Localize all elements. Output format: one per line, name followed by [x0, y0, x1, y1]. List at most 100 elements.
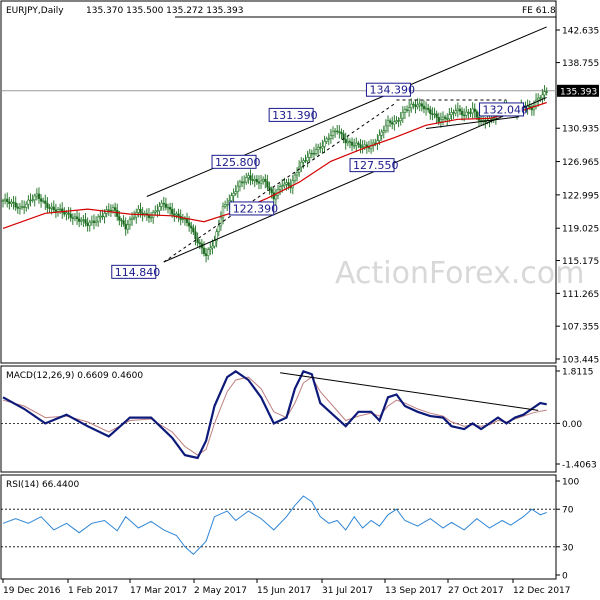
candle-body: [166, 206, 170, 209]
candle-body: [50, 206, 53, 209]
candle-body: [35, 193, 39, 197]
rsi-tick-label: 0: [562, 572, 568, 582]
candle-body: [446, 118, 449, 120]
candle-body: [458, 108, 462, 112]
candle-body: [94, 220, 98, 223]
level-box: [211, 154, 257, 169]
candle-body: [69, 213, 72, 218]
ohlc-header: 135.370 135.500 135.272 135.393: [86, 6, 243, 16]
candle-body: [308, 152, 311, 158]
candle-body: [88, 221, 91, 227]
candle-body: [469, 112, 472, 114]
price-tick-label: 119.025: [562, 225, 599, 235]
price-tick-label: 115.175: [562, 257, 599, 267]
candle-body: [359, 144, 362, 148]
candle-body: [450, 112, 453, 116]
candle-body: [160, 202, 163, 207]
candle-body: [393, 121, 396, 125]
candle-body: [101, 215, 104, 218]
candle-body: [295, 172, 299, 176]
x-tick-label: 31 Jul 2017: [322, 586, 373, 596]
dashed-support-line: [163, 102, 397, 263]
candle-body: [14, 202, 17, 208]
candle-body: [397, 120, 400, 122]
candle-body: [475, 111, 479, 118]
candle-body: [236, 185, 240, 192]
candle-body: [162, 202, 165, 205]
candle-body: [185, 218, 189, 224]
candle-body: [223, 204, 227, 207]
candle-body: [158, 206, 161, 211]
candle-body: [545, 91, 548, 93]
candle-body: [410, 103, 413, 109]
candle-body: [528, 105, 531, 108]
level-box: [268, 107, 314, 122]
candle-body: [202, 247, 206, 255]
level-label: 127.550: [353, 159, 399, 172]
candle-body: [439, 119, 443, 123]
candle-body: [329, 135, 333, 139]
candle-body: [25, 203, 28, 208]
rsi-line: [2, 495, 547, 555]
price-tick-label: 103.445: [562, 356, 599, 366]
candle-body: [67, 212, 70, 215]
candle-body: [401, 112, 405, 119]
candle-body: [209, 247, 212, 250]
candle-body: [431, 113, 434, 115]
candle-body: [257, 181, 261, 184]
candle-body: [234, 191, 237, 194]
candle-body: [247, 175, 250, 178]
price-tick-label: 107.355: [562, 323, 599, 333]
candle-body: [204, 253, 208, 256]
candle-body: [177, 213, 180, 217]
candle-body: [118, 216, 121, 221]
candle-body: [543, 91, 546, 96]
candle-body: [122, 220, 125, 225]
candle-body: [58, 208, 62, 211]
candle-body: [473, 108, 476, 112]
rsi-tick-label: 30: [562, 543, 574, 553]
price-panel-frame: [0, 0, 557, 364]
level-label: 114.840: [115, 266, 160, 279]
candle-body: [20, 206, 24, 208]
candle-body: [219, 217, 223, 227]
candle-body: [539, 97, 542, 99]
price-layer: 114.840 125.800 122.390 131.390 127.550 134.3…: [1, 16, 556, 279]
candle-body: [348, 141, 352, 143]
candle-body: [128, 219, 132, 226]
candle-body: [84, 219, 87, 224]
candle-body: [422, 105, 426, 110]
candle-body: [452, 112, 455, 114]
candle-body: [139, 208, 142, 214]
candle-body: [261, 178, 265, 182]
candle-body: [217, 225, 220, 232]
price-tick-label: 142.635: [562, 27, 599, 37]
candle-body: [259, 180, 263, 184]
candle-body: [338, 131, 341, 133]
x-tick-label: 17 Mar 2017: [130, 586, 187, 596]
price-tick-label: 122.995: [562, 191, 599, 201]
macd-trendline: [280, 372, 539, 411]
macd-panel-frame: [0, 365, 557, 473]
rsi-layer: [1, 495, 556, 555]
fib-label: FE 61.8: [522, 6, 556, 16]
level-label: 122.390: [233, 202, 279, 215]
candle-body: [232, 193, 235, 196]
candle-body: [435, 113, 438, 118]
candle-body: [405, 109, 409, 111]
macd-tick-label: -1.4063: [562, 461, 597, 471]
candle-body: [285, 182, 288, 185]
candle-body: [304, 160, 307, 162]
candle-body: [90, 220, 94, 223]
candle-body: [213, 240, 216, 247]
candle-body: [39, 198, 43, 202]
candle-body: [251, 179, 254, 181]
candle-body: [245, 177, 248, 183]
candle-body: [429, 109, 432, 115]
candle-body: [48, 207, 51, 209]
candle-body: [437, 116, 440, 123]
candle-body: [130, 217, 134, 220]
candle-body: [300, 161, 303, 168]
candle-body: [249, 175, 252, 181]
